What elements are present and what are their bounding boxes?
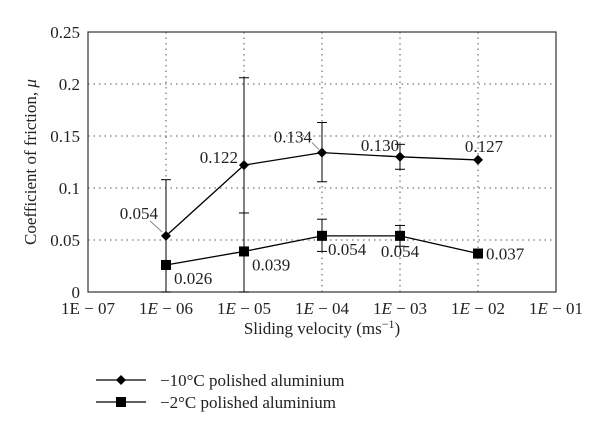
legend-label-minus2: −2°C polished aluminium	[160, 393, 336, 412]
data-label: 0.054	[120, 204, 159, 223]
legend-diamond-marker	[116, 375, 126, 385]
x-axis-title: Sliding velocity (ms−1)	[244, 317, 400, 338]
square-marker	[317, 230, 327, 241]
diamond-marker	[395, 151, 405, 162]
diamond-marker	[473, 154, 483, 165]
x-tick-label-part: 1	[373, 299, 382, 318]
square-marker	[161, 259, 171, 270]
leader-line	[311, 142, 320, 150]
x-tick-label-part: 1	[139, 299, 148, 318]
data-label: 0.122	[200, 148, 238, 167]
square-marker	[395, 230, 405, 241]
x-tick-label-part: 1	[217, 299, 226, 318]
diamond-marker	[317, 147, 327, 158]
x-tick-label-part: 1E − 07	[61, 299, 115, 318]
y-tick-label: 0.15	[50, 127, 80, 146]
x-tick-label: 1E − 06	[139, 299, 193, 318]
x-tick-label: 1E − 01	[529, 299, 583, 318]
x-tick-label-part: 1	[529, 299, 538, 318]
data-label: 0.134	[274, 128, 313, 147]
y-tick-label: 0.25	[50, 23, 80, 42]
legend-item-minus2: −2°C polished aluminium	[96, 393, 336, 412]
x-tick-label-part: E	[381, 299, 393, 318]
x-tick-label-part: − 04	[314, 299, 350, 318]
y-axis-mu-symbol: μ	[21, 79, 40, 89]
y-tick-labels: 0 0.05 0.1 0.15 0.2 0.25	[50, 23, 80, 302]
y-tick-label: 0.1	[59, 179, 80, 198]
legend-item-minus10: −10°C polished aluminium	[96, 371, 345, 390]
x-tick-label-part: − 05	[236, 299, 271, 318]
diamond-marker	[161, 230, 171, 241]
data-label: 0.130	[361, 136, 399, 155]
x-tick-label: 1E − 03	[373, 299, 427, 318]
x-tick-label-part: E	[537, 299, 549, 318]
data-label: 0.054	[328, 240, 367, 259]
legend-label-minus10: −10°C polished aluminium	[160, 371, 345, 390]
data-label: 0.037	[486, 245, 525, 264]
data-label: 0.039	[252, 255, 290, 274]
data-label: 0.127	[465, 137, 504, 156]
x-tick-label-part: E	[459, 299, 471, 318]
data-label: 0.026	[174, 269, 212, 288]
y-tick-label: 0.2	[59, 75, 80, 94]
square-marker	[239, 246, 249, 257]
x-tick-label-part: E	[303, 299, 315, 318]
x-axis-title-close: )	[395, 319, 401, 338]
x-axis-unit-superscript: −1	[382, 317, 395, 331]
x-tick-label-part: − 06	[158, 299, 193, 318]
x-tick-labels: 1E − 07 1E − 06 1E − 05 1E − 04 1E − 03 1E − …	[61, 299, 583, 318]
legend-square-marker	[116, 397, 126, 407]
x-tick-label: 1E − 07	[61, 299, 115, 318]
legend: −10°C polished aluminium −2°C polished a…	[96, 371, 345, 412]
diamond-marker	[239, 160, 249, 171]
x-tick-label: 1E − 04	[295, 299, 349, 318]
x-tick-label-part: E	[147, 299, 159, 318]
data-labels: 0.054 0.122 0.134 0.130 0.127 0.026 0.039 0.054…	[120, 128, 525, 288]
y-axis-title-text: Coefficient of friction,	[21, 88, 40, 245]
square-marker	[473, 248, 483, 259]
x-tick-label-part: 1	[295, 299, 304, 318]
x-tick-label-part: 1	[451, 299, 460, 318]
x-tick-label: 1E − 05	[217, 299, 271, 318]
y-axis-title: Coefficient of friction, μ	[21, 79, 40, 245]
x-tick-label-part: − 01	[548, 299, 583, 318]
x-axis-title-text: Sliding velocity (ms	[244, 319, 382, 338]
data-label: 0.054	[381, 242, 420, 261]
leader-line	[149, 220, 163, 233]
y-tick-label: 0	[72, 283, 81, 302]
y-tick-label: 0.05	[50, 231, 80, 250]
x-tick-label-part: − 02	[470, 299, 505, 318]
plot-frame	[87, 31, 557, 293]
x-tick-label: 1E − 02	[451, 299, 505, 318]
x-tick-label-part: E	[225, 299, 237, 318]
series-layer	[161, 77, 483, 293]
x-tick-label-part: − 03	[392, 299, 427, 318]
